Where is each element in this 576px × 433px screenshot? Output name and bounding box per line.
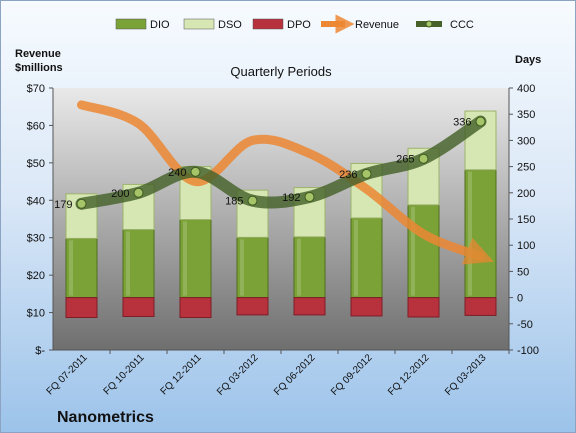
dio-bar-highlight <box>468 171 472 296</box>
legend: DIO DSO DPO Revenue CCC <box>115 14 474 34</box>
legend-label-dpo: DPO <box>287 19 311 31</box>
legend-swatch-dio <box>115 18 147 30</box>
ccc-point <box>418 153 429 164</box>
dio-bar-highlight <box>411 206 415 296</box>
right-tick-label: 200 <box>517 188 535 200</box>
chart-title: Quarterly Periods <box>230 64 332 79</box>
dpo-bar <box>350 297 383 317</box>
left-tick-label: $60 <box>27 120 45 132</box>
dpo-bar <box>293 297 326 316</box>
right-tick-label: 0 <box>517 293 523 305</box>
right-tick-label: 150 <box>517 214 535 226</box>
legend-swatch-dso <box>183 18 215 30</box>
left-tick-label: $30 <box>27 233 45 245</box>
left-axis-label-line2: $millions <box>15 62 63 74</box>
ccc-data-label: 192 <box>282 192 300 204</box>
dio-bar-highlight <box>126 231 130 296</box>
right-tick-label: 400 <box>517 83 535 95</box>
ccc-data-label: 240 <box>168 167 186 179</box>
x-tick-label: FQ 07-2011 <box>45 352 90 397</box>
ccc-data-label: 236 <box>339 169 357 181</box>
dio-bar <box>122 228 155 299</box>
right-axis-label: Days <box>515 54 541 66</box>
right-tick-label: -100 <box>517 345 539 357</box>
ccc-point <box>247 195 258 206</box>
dio-bar-highlight <box>297 238 301 296</box>
x-tick-label: FQ 12-2011 <box>159 352 204 397</box>
right-tick-label: 50 <box>517 266 529 278</box>
left-tick-label: $- <box>35 345 45 357</box>
ccc-point <box>76 198 87 209</box>
legend-label-revenue: Revenue <box>355 19 399 31</box>
dio-bar <box>65 237 98 299</box>
legend-swatch-ccc-dot <box>425 20 433 28</box>
right-tick-label: 300 <box>517 135 535 147</box>
ccc-data-label: 185 <box>225 196 243 208</box>
x-tick-label: FQ 09-2012 <box>329 352 375 398</box>
dio-bar <box>293 236 326 299</box>
legend-swatch-dpo <box>252 18 284 30</box>
ccc-data-label: 179 <box>54 199 72 211</box>
right-tick-label: -50 <box>517 319 533 331</box>
ccc-point <box>190 166 201 177</box>
plot-area <box>53 88 509 350</box>
dio-bar-highlight <box>69 240 73 296</box>
company-name: Nanometrics <box>57 409 154 426</box>
dpo-bar <box>407 297 440 318</box>
dio-bar-highlight <box>240 239 244 296</box>
right-tick-label: 250 <box>517 162 535 174</box>
dpo-bar <box>464 297 497 316</box>
revenue-line <box>77 100 494 265</box>
data-labels: 179 200 240 185 192 236 265 336 <box>54 117 471 211</box>
x-tick-label: FQ 10-2011 <box>102 352 147 397</box>
ccc-point <box>475 116 486 127</box>
ccc-data-label: 200 <box>111 188 129 200</box>
right-tick-label: 350 <box>517 109 535 121</box>
dio-bar-highlight <box>183 221 187 296</box>
dpo-bar <box>179 297 212 319</box>
x-tick-label: FQ 12-2012 <box>386 352 432 398</box>
left-tick-label: $20 <box>27 270 45 282</box>
left-tick-label: $10 <box>27 308 45 320</box>
ccc-data-label: 336 <box>453 117 471 129</box>
ccc-point <box>133 187 144 198</box>
x-tick-label: FQ 03-2013 <box>443 352 489 398</box>
x-tick-label: FQ 06-2012 <box>272 352 318 398</box>
x-tick-label: FQ 03-2012 <box>215 352 261 398</box>
left-tick-label: $70 <box>27 83 45 95</box>
ccc-data-label: 265 <box>396 154 414 166</box>
left-axis-label-line1: Revenue <box>15 48 61 60</box>
dpo-bar <box>236 297 269 316</box>
ccc-point <box>304 191 315 202</box>
left-tick-label: $50 <box>27 158 45 170</box>
dpo-bar <box>65 297 98 319</box>
dio-bar <box>407 204 440 299</box>
lines <box>75 100 494 265</box>
left-tick-label: $40 <box>27 195 45 207</box>
legend-label-dso: DSO <box>218 19 242 31</box>
right-tick-label: 100 <box>517 240 535 252</box>
dpo-bar <box>122 297 155 317</box>
legend-label-ccc: CCC <box>450 19 474 31</box>
dio-bar-highlight <box>354 219 358 296</box>
ccc-point <box>361 168 372 179</box>
legend-label-dio: DIO <box>150 19 170 31</box>
